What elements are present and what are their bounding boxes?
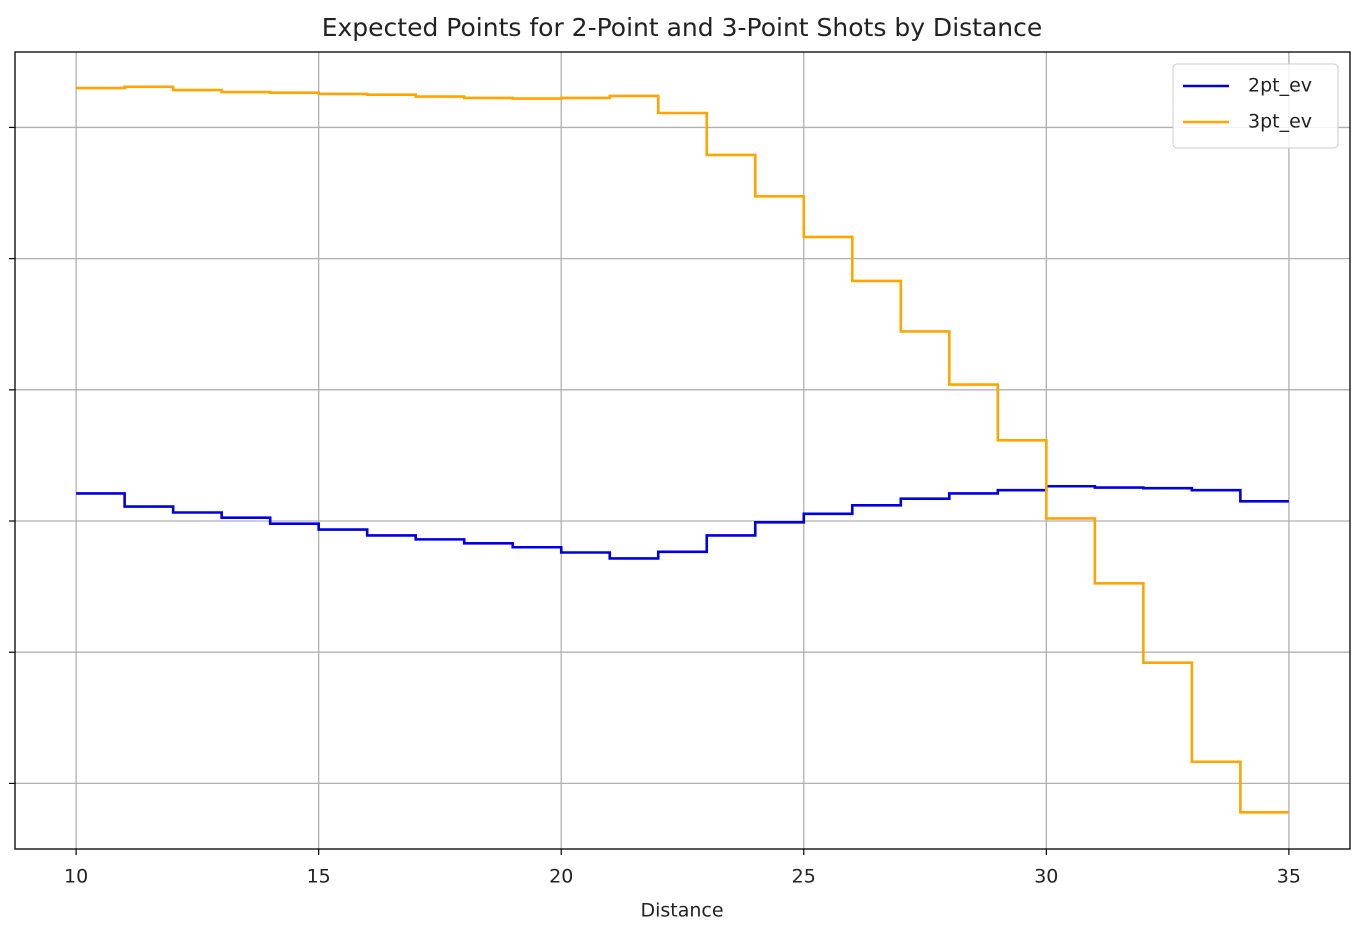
- x-axis-label: Distance: [640, 900, 723, 922]
- legend: 2pt_ev 3pt_ev: [1172, 63, 1339, 149]
- legend-label: 3pt_ev: [1248, 111, 1312, 133]
- plot-frame: [14, 51, 1351, 850]
- data-line: [76, 484, 1289, 560]
- legend-label: 2pt_ev: [1248, 75, 1312, 97]
- x-tick-label: 15: [307, 866, 331, 888]
- x-tick-label: 25: [792, 866, 816, 888]
- x-tick-label: 20: [549, 866, 573, 888]
- chart-title: Expected Points for 2-Point and 3-Point …: [322, 13, 1043, 42]
- data-line: [76, 85, 1289, 814]
- x-tick-label: 35: [1277, 866, 1301, 888]
- x-tick-label: 30: [1034, 866, 1058, 888]
- x-tick-label: 10: [64, 866, 88, 888]
